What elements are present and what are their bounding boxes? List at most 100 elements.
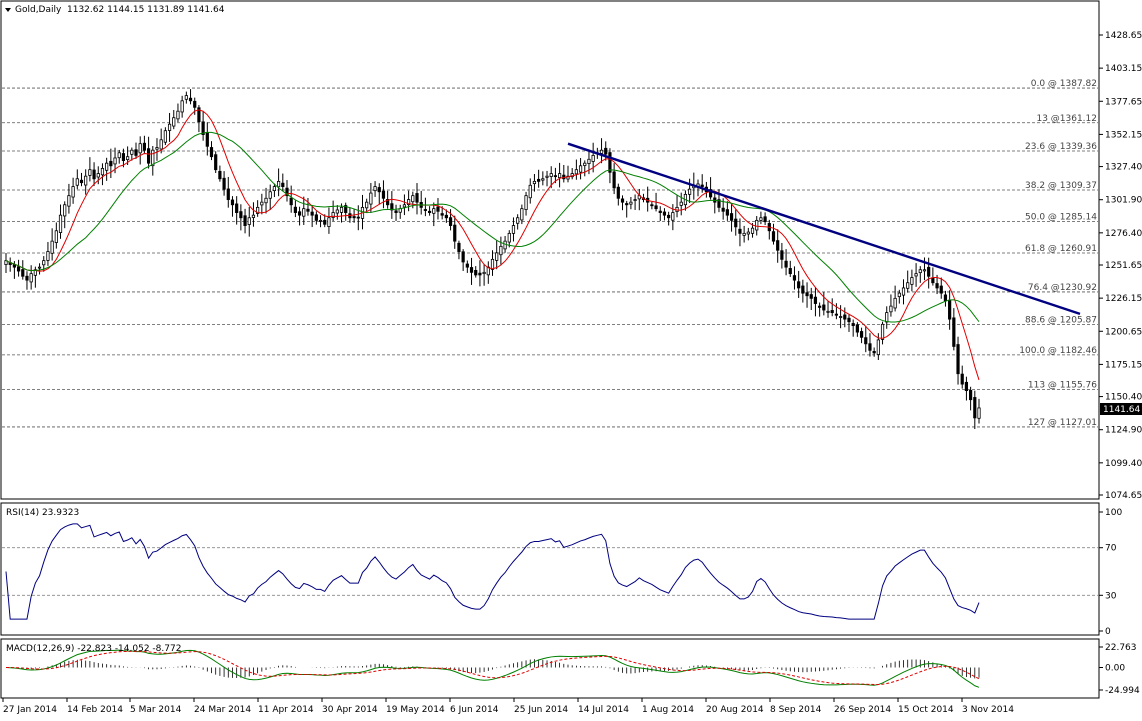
- candle-body: [180, 100, 184, 113]
- candle-body: [889, 305, 893, 313]
- candle-body: [465, 263, 469, 268]
- fibonacci-level-label: 0.0 @ 1387.82: [1031, 79, 1097, 89]
- candle-body: [297, 211, 302, 216]
- candle-body: [235, 203, 239, 213]
- candle-body: [734, 218, 738, 228]
- date-axis-label: 14 Feb 2014: [67, 705, 123, 715]
- candle-body: [172, 117, 176, 127]
- sma-green-line: [5, 131, 980, 323]
- fibonacci-level-label: 127 @ 1127.01: [1028, 418, 1097, 428]
- candle-body: [931, 277, 935, 284]
- fibonacci-level-label: 76.4 @1230.92: [1028, 283, 1097, 293]
- candle-body: [834, 313, 839, 316]
- candle-body: [797, 281, 801, 289]
- candle-body: [490, 258, 495, 270]
- candle-body: [436, 206, 440, 212]
- date-axis-label: 19 May 2014: [386, 705, 445, 715]
- rsi-line: [5, 523, 980, 620]
- candle-body: [377, 187, 381, 193]
- candle-body: [352, 216, 356, 219]
- candle-body: [184, 95, 188, 100]
- macd-panel-frame: [0, 638, 1100, 699]
- price-axis-label: 1124.90: [1105, 426, 1142, 436]
- candle-body: [528, 184, 532, 199]
- candle-body: [222, 177, 226, 190]
- candle-body: [188, 97, 193, 102]
- candle-body: [843, 314, 847, 320]
- candle-body: [50, 240, 54, 254]
- candle-body: [901, 287, 906, 296]
- candle-body: [247, 217, 251, 225]
- candle-body: [524, 195, 528, 210]
- date-axis-label: 25 Jun 2014: [514, 705, 568, 715]
- candle-body: [822, 304, 826, 311]
- candle-body: [503, 240, 507, 250]
- candle-body: [457, 242, 461, 252]
- candle-body: [390, 203, 394, 211]
- candle-body: [84, 175, 88, 186]
- candle-body: [151, 149, 155, 167]
- fibonacci-level-label: 113 @ 1155.76: [1028, 381, 1097, 391]
- candle-body: [671, 212, 675, 221]
- price-axis-label: 1251.65: [1105, 261, 1142, 271]
- candle-body: [859, 331, 864, 338]
- symbol-title: Gold,Daily: [15, 5, 62, 15]
- candle-body: [16, 266, 21, 272]
- rsi-axis-label: 30: [1105, 591, 1117, 601]
- candle-body: [612, 171, 616, 189]
- candle-body: [335, 209, 339, 214]
- candle-body: [285, 187, 289, 197]
- candle-body: [549, 173, 553, 177]
- candle-body: [218, 170, 222, 180]
- price-axis-label: 1150.40: [1105, 393, 1142, 403]
- candle-body: [516, 217, 520, 224]
- candle-body: [205, 131, 209, 147]
- candle-body: [58, 214, 63, 233]
- date-axis-label: 6 Jun 2014: [450, 705, 499, 715]
- candle-body: [717, 199, 721, 208]
- candle-body: [973, 397, 977, 419]
- candle-body: [725, 209, 729, 216]
- candle-body: [369, 192, 373, 205]
- candle-body: [851, 323, 855, 327]
- date-axis-label: 3 Nov 2014: [962, 705, 1014, 715]
- candle-body: [67, 195, 71, 207]
- candle-body: [788, 268, 792, 275]
- candle-body: [272, 186, 277, 192]
- candle-body: [197, 107, 201, 123]
- candle-body: [423, 209, 427, 211]
- candle-body: [394, 210, 398, 213]
- candle-body: [226, 188, 230, 200]
- candle-body: [604, 147, 608, 155]
- candle-body: [407, 199, 411, 206]
- candle-body: [373, 186, 377, 192]
- candle-body: [46, 251, 50, 261]
- candle-body: [847, 317, 851, 323]
- candle-body: [37, 266, 42, 269]
- candle-body: [167, 123, 172, 131]
- candle-body: [88, 169, 92, 176]
- fibonacci-level-label: 38.2 @ 1309.37: [1025, 181, 1097, 191]
- dropdown-triangle-icon[interactable]: [5, 8, 11, 12]
- candle-body: [318, 219, 323, 222]
- candle-body: [746, 231, 750, 235]
- candle-body: [159, 139, 163, 150]
- candle-body: [625, 203, 629, 206]
- candle-body: [964, 381, 969, 391]
- candle-body: [293, 206, 297, 213]
- candle-body: [209, 147, 214, 158]
- candle-body: [323, 219, 327, 225]
- fibonacci-level-label: 13 @1361.12: [1036, 114, 1097, 124]
- price-axis-label: 1327.40: [1105, 163, 1142, 173]
- candle-body: [327, 217, 331, 227]
- candle-body: [809, 294, 813, 299]
- rsi-axis-label: 0: [1105, 627, 1111, 637]
- date-axis-label: 8 Sep 2014: [770, 705, 822, 715]
- candle-body: [440, 213, 444, 216]
- price-axis-label: 1074.65: [1105, 491, 1142, 501]
- candle-body: [415, 193, 419, 203]
- candle-body: [616, 186, 620, 199]
- candle-body: [545, 175, 549, 178]
- candle-body: [71, 186, 75, 198]
